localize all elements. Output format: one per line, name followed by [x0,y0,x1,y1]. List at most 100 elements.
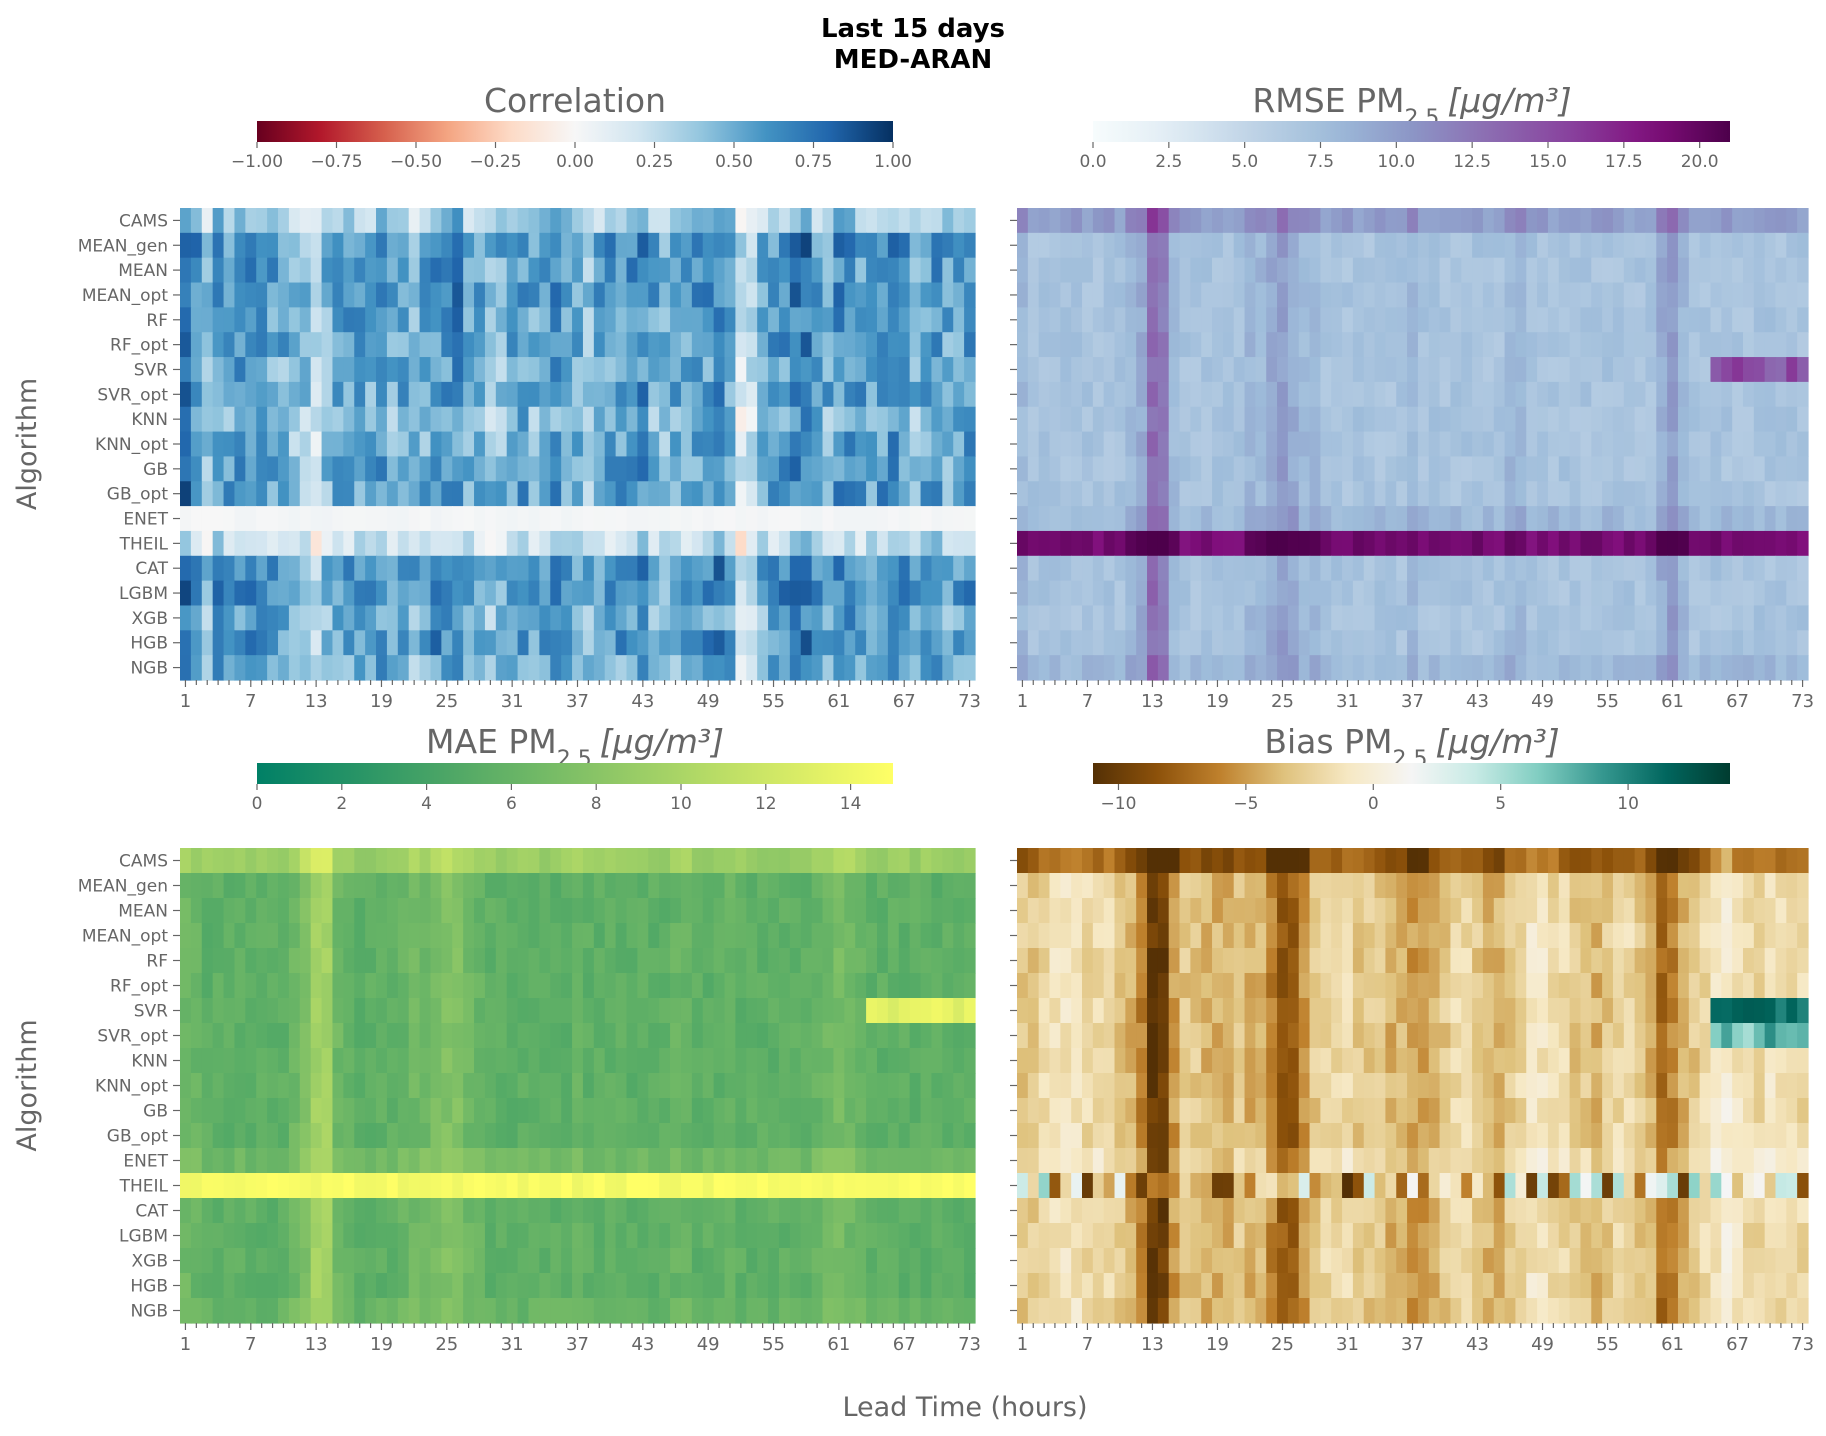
mae-cell [507,998,518,1024]
rmse-cell [1786,581,1797,606]
mae-cell [343,998,354,1024]
mae-cell [354,948,365,974]
correlation-cell [627,531,638,556]
rmse-cell [1732,481,1743,506]
correlation-cell [605,432,616,457]
rmse-cell [1364,283,1375,308]
correlation-cell [278,630,289,655]
mae-cell [224,998,235,1024]
correlation-cell [180,307,191,332]
mae-cell [234,923,245,949]
bias-cell [1310,898,1321,924]
bias-cell [1526,898,1537,924]
correlation-cell [289,432,300,457]
correlation-cell [833,407,844,432]
mae-cell [539,948,550,974]
correlation-cell [833,432,844,457]
rmse-cell [1353,208,1364,233]
bias-cell [1375,923,1386,949]
mae-cell [659,1148,670,1174]
mae-cell [692,1023,703,1049]
correlation-cell [485,258,496,283]
correlation-cell [844,233,855,258]
rmse-cell [1710,630,1721,655]
mae-cell [627,998,638,1024]
rmse-cell [1245,630,1256,655]
rmse-cell [1515,407,1526,432]
correlation-cell [648,357,659,382]
mae-cell [452,898,463,924]
mae-cell [910,1123,921,1149]
rmse-cell [1548,655,1559,680]
correlation-cell [605,233,616,258]
mae-cell [332,923,343,949]
correlation-cell [485,332,496,357]
rmse-cell [1515,506,1526,531]
correlation-cell [888,630,899,655]
mae-cell [354,1148,365,1174]
rmse-cell [1667,605,1678,630]
correlation-row-label: KNN [131,410,168,430]
rmse-cell [1656,456,1667,481]
correlation-cell [234,357,245,382]
correlation-cell [300,581,311,606]
correlation-cell [354,630,365,655]
correlation-cell [561,456,572,481]
mae-cell [844,973,855,999]
correlation-cell [605,283,616,308]
mae-cell [888,1298,899,1324]
mae-cell [409,1223,420,1249]
bias-cell [1440,848,1451,874]
mae-cell [833,1023,844,1049]
mae-cell [180,973,191,999]
mae-cell [430,1223,441,1249]
mae-cell [812,873,823,899]
mae-cell [648,948,659,974]
mae-cell [452,998,463,1024]
rmse-cell [1255,655,1266,680]
correlation-cell [561,382,572,407]
rmse-cell [1775,531,1786,556]
correlation-cell [191,630,202,655]
correlation-cell [234,630,245,655]
mae-cell [387,923,398,949]
correlation-cell [463,531,474,556]
mae-cell [801,898,812,924]
mae-cell [714,898,725,924]
mae-cell [583,923,594,949]
mae-cell [833,898,844,924]
bias-cell [1440,898,1451,924]
rmse-xtick-label: 13 [1141,691,1164,712]
correlation-cell [224,258,235,283]
mae-cell [812,1073,823,1099]
mae-cell [256,923,267,949]
correlation-cell [627,432,638,457]
bias-cell [1407,848,1418,874]
mae-cell [528,1223,539,1249]
correlation-cell [420,382,431,407]
mae-cell [278,1023,289,1049]
correlation-cell [191,332,202,357]
correlation-cell [921,432,932,457]
correlation-cell [616,233,627,258]
bias-cell [1440,873,1451,899]
correlation-cell [191,456,202,481]
correlation-cell [463,456,474,481]
bias-cell [1136,973,1147,999]
bias-cell [1158,948,1169,974]
mae-cell [627,1073,638,1099]
mae-cell [409,873,420,899]
mae-cell [485,1073,496,1099]
rmse-cell [1580,208,1591,233]
bias-cell [1667,898,1678,924]
mae-cell [256,1273,267,1299]
correlation-cell [931,382,942,407]
correlation-cell [354,531,365,556]
rmse-cell [1721,233,1732,258]
mae-cell [725,1273,736,1299]
mae-cell [703,898,714,924]
mae-cell [311,1098,322,1124]
mae-cell [300,1173,311,1199]
rmse-cell [1060,630,1071,655]
